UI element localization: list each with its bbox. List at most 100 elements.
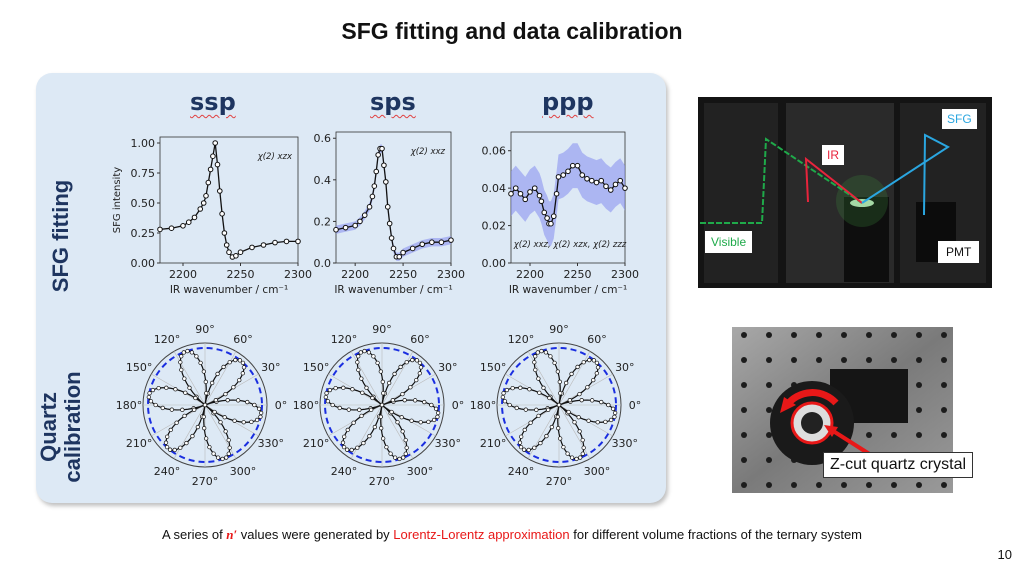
polar-ppp-data-point — [608, 417, 614, 423]
polar-ssp-data-point — [183, 390, 188, 395]
ssp-data-point — [205, 179, 212, 186]
polar-sps-data-point — [369, 407, 374, 412]
polar-ppp-data-point — [533, 354, 538, 359]
ssp-data-point — [272, 239, 278, 246]
ssp-ytick-label: 0.00 — [131, 257, 156, 270]
polar-ppp-data-point — [528, 420, 533, 425]
polar-ppp-data-point — [558, 391, 563, 396]
polar-ppp-data-point — [536, 376, 541, 381]
ssp-data-point — [200, 200, 207, 206]
polar-sps-theta-label: 330° — [435, 437, 462, 450]
polar-sps-theta-label: 90° — [372, 323, 392, 336]
sps-data-point — [448, 237, 454, 243]
polar-sps-data-point — [400, 429, 405, 434]
ssp-data-point — [191, 214, 198, 221]
ppp-data-point — [574, 162, 581, 169]
polar-ppp-data-point — [587, 357, 592, 363]
polar-ssp-data-point — [179, 354, 184, 359]
polar-sps-data-point — [379, 426, 384, 431]
polar-sps-data-point — [346, 407, 351, 412]
polar-ppp-data-point — [507, 402, 512, 408]
ssp-xtick-label: 2300 — [284, 268, 312, 281]
ssp-data-point — [207, 166, 214, 173]
polar-sps-data-point — [349, 447, 354, 453]
polar-sps-data-point — [330, 402, 335, 408]
polar-sps-data-point — [366, 350, 372, 355]
polar-ppp-data-point — [544, 433, 549, 439]
polar-ppp-theta-label: 270° — [546, 475, 573, 488]
ssp-data-point — [157, 226, 163, 233]
polar-sps-data-point — [389, 409, 394, 415]
polar-ssp-data-point — [215, 455, 221, 460]
polar-ssp-data-point — [202, 402, 208, 408]
polar-sps-data-point — [362, 348, 367, 354]
polar-ppp-data-point — [606, 402, 611, 408]
ssp-data-point — [283, 238, 290, 245]
polar-ssp-data-point — [256, 406, 262, 411]
table-hole — [741, 457, 747, 463]
table-hole — [741, 482, 747, 488]
polar-ssp-data-point — [179, 367, 184, 373]
polar-ppp-data-point — [574, 456, 579, 462]
polar-ppp-data-point — [521, 447, 527, 452]
polar-ppp-reference-circle — [501, 347, 617, 463]
caption-part3: for different volume fractions of the te… — [569, 527, 863, 542]
polar-ppp-data-point — [579, 398, 584, 403]
polar-ppp-data-point — [557, 379, 562, 384]
polar-ssp-theta-label: 240° — [154, 465, 181, 478]
polar-ppp-data-point — [555, 414, 560, 419]
polar-ssp-data-point — [167, 447, 173, 452]
polar-ppp-data-point — [538, 440, 543, 446]
sps-data-point — [381, 162, 387, 169]
polar-ppp-data-point — [556, 426, 561, 431]
ssp-data-point — [203, 193, 209, 199]
table-hole — [891, 482, 897, 488]
polar-ppp-data-point — [556, 402, 562, 408]
ppp-data-point — [541, 209, 548, 216]
sps-data-point — [371, 183, 378, 189]
polar-sps-data-point — [404, 445, 409, 450]
table-hole — [791, 332, 797, 338]
polar-ssp-theta-label: 90° — [195, 323, 215, 336]
sps-xtick-label: 2200 — [341, 268, 369, 281]
polar-sps-data-point — [351, 420, 356, 425]
sps-ytick-label: 0.0 — [314, 257, 332, 270]
polar-ssp-data-point — [181, 350, 186, 355]
polar-ppp-data-point — [585, 385, 590, 390]
sps-ytick-label: 0.4 — [314, 174, 332, 187]
polar-ssp-data-point — [193, 395, 198, 401]
table-hole — [741, 432, 747, 438]
polar-sps-data-point — [371, 354, 376, 359]
polar-sps-data-point — [410, 357, 415, 363]
polar-sps-data-point — [399, 415, 404, 420]
polar-ssp-theta-label: 210° — [126, 437, 153, 450]
polar-ssp-data-point — [240, 360, 246, 366]
polar-sps-data-point — [403, 451, 408, 456]
polar-ssp-data-point — [226, 451, 231, 456]
sps-ytick-label: 0.2 — [314, 215, 332, 228]
polar-sps-data-point — [417, 371, 422, 376]
polar-ssp-data-point — [146, 394, 152, 400]
polar-ssp-data-point — [160, 405, 165, 411]
polar-ppp-data-point — [610, 406, 616, 411]
polar-sps-data-point — [414, 377, 419, 383]
polar-ssp-data-point — [207, 444, 212, 450]
polar-sps-data-point — [367, 433, 372, 439]
table-hole — [891, 432, 897, 438]
polar-ssp-data-point — [258, 414, 263, 419]
polar-sps-theta-label: 60° — [410, 333, 430, 346]
polar-ppp-data-point — [504, 387, 510, 393]
table-hole — [866, 432, 872, 438]
sps-data-point — [369, 193, 376, 200]
ssp-data-point — [219, 211, 225, 217]
polar-ppp-theta-label: 240° — [508, 465, 535, 478]
ssp-data-point — [223, 242, 230, 248]
polar-sps-data-point — [388, 451, 393, 456]
polar-sps-data-point — [333, 385, 338, 391]
polar-ppp-data-point — [590, 398, 595, 403]
polar-ssp-data-point — [254, 417, 260, 423]
polar-ssp-data-point — [241, 420, 246, 425]
polar-ssp-data-point — [223, 429, 228, 434]
polar-sps-data-point — [414, 358, 420, 363]
ssp-data-point — [233, 253, 239, 259]
